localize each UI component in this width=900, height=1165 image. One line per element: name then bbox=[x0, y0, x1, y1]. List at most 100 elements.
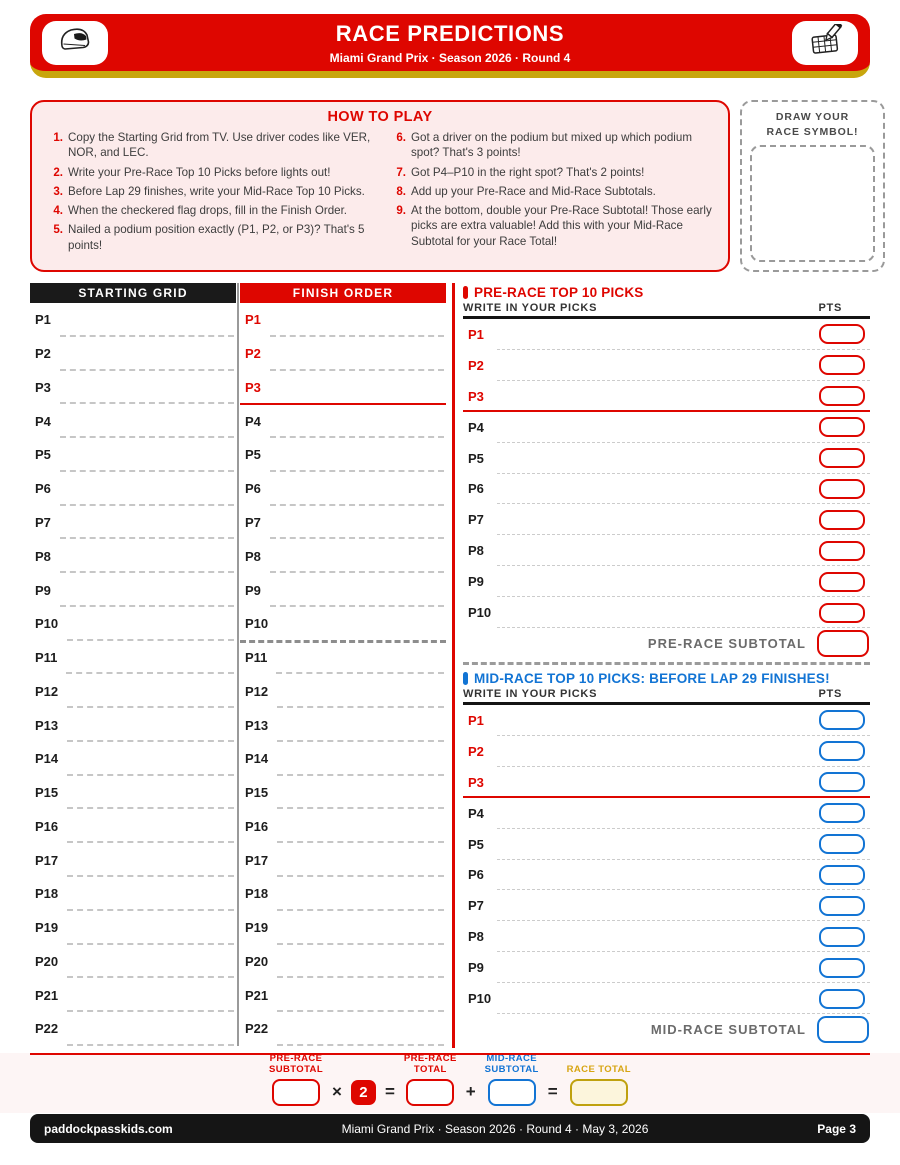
how-to-play-step: 2. Write your Pre-Race Top 10 Picks befo… bbox=[46, 165, 371, 180]
finish-order-row: P15 bbox=[240, 776, 446, 810]
pts-box[interactable] bbox=[819, 417, 865, 438]
formula-mid-subtotal-box[interactable] bbox=[487, 1079, 536, 1106]
write-in-line[interactable] bbox=[67, 1043, 234, 1046]
step-number: 4. bbox=[53, 204, 63, 218]
write-in-line[interactable] bbox=[277, 706, 444, 709]
write-in-line[interactable] bbox=[269, 469, 444, 472]
pts-box[interactable] bbox=[819, 509, 865, 530]
pre-race-row: P9 bbox=[463, 566, 870, 598]
starting-grid-row: P4 bbox=[30, 404, 236, 439]
starting-grid-row: P22 bbox=[30, 1012, 236, 1046]
position-label: P21 bbox=[245, 987, 269, 1003]
write-in-line[interactable] bbox=[269, 334, 444, 337]
write-in-line[interactable] bbox=[67, 841, 234, 844]
write-in-line[interactable] bbox=[59, 503, 234, 506]
position-label: P10 bbox=[245, 616, 269, 632]
pts-box[interactable] bbox=[819, 324, 865, 345]
pts-box[interactable] bbox=[819, 355, 865, 376]
write-in-line[interactable] bbox=[66, 672, 234, 675]
write-in-line[interactable] bbox=[67, 942, 234, 945]
write-in-line[interactable] bbox=[276, 672, 444, 675]
footer-event-info: Miami Grand Prix · Season 2026 · Round 4… bbox=[341, 1121, 649, 1136]
write-in-line[interactable] bbox=[59, 402, 234, 405]
race-total-box[interactable] bbox=[569, 1079, 628, 1106]
mid-race-subtotal-box[interactable] bbox=[817, 1016, 869, 1043]
write-in-line[interactable] bbox=[67, 739, 234, 742]
step-number: 3. bbox=[53, 184, 63, 198]
formula-pre-subtotal-box[interactable] bbox=[272, 1079, 320, 1106]
pts-box[interactable] bbox=[819, 864, 865, 885]
position-label: P5 bbox=[468, 450, 484, 466]
pre-race-subtotal-box[interactable] bbox=[817, 630, 869, 657]
write-in-line[interactable] bbox=[269, 604, 444, 607]
write-in-line[interactable] bbox=[67, 875, 234, 878]
finish-order-row: P18 bbox=[240, 877, 446, 911]
position-label: P7 bbox=[468, 898, 484, 914]
pts-box[interactable] bbox=[819, 540, 865, 561]
write-in-line[interactable] bbox=[67, 807, 234, 810]
write-in-line[interactable] bbox=[277, 773, 444, 776]
pts-box[interactable] bbox=[819, 478, 865, 499]
pre-race-section: PRE-RACE TOP 10 PICKS WRITE IN YOUR PICK… bbox=[463, 283, 870, 659]
write-in-line[interactable] bbox=[277, 976, 444, 979]
mid-race-section: MID-RACE TOP 10 PICKS: BEFORE LAP 29 FIN… bbox=[463, 669, 870, 1045]
pts-box[interactable] bbox=[819, 772, 865, 793]
write-in-line[interactable] bbox=[59, 571, 234, 574]
write-in-line[interactable] bbox=[67, 706, 234, 709]
finish-order-row: P22 bbox=[240, 1012, 446, 1046]
pts-box[interactable] bbox=[819, 448, 865, 469]
finish-order-row: P1 bbox=[240, 303, 446, 337]
position-label: P1 bbox=[245, 312, 261, 328]
step-text: Got P4–P10 in the right spot? That's 2 p… bbox=[411, 165, 645, 179]
write-in-line[interactable] bbox=[269, 503, 444, 506]
how-to-play-step: 1. Copy the Starting Grid from TV. Use d… bbox=[46, 130, 371, 161]
write-in-line[interactable] bbox=[59, 334, 234, 337]
step-text: Copy the Starting Grid from TV. Use driv… bbox=[68, 131, 371, 160]
write-in-line[interactable] bbox=[277, 739, 444, 742]
write-in-line[interactable] bbox=[67, 638, 234, 641]
write-in-line[interactable] bbox=[59, 469, 234, 472]
pts-box[interactable] bbox=[819, 926, 865, 947]
write-in-line[interactable] bbox=[269, 571, 444, 574]
formula-pre-subtotal-label: PRE-RACE SUBTOTAL bbox=[268, 1053, 324, 1076]
pts-box[interactable] bbox=[819, 710, 865, 731]
pts-box[interactable] bbox=[819, 803, 865, 824]
write-in-line[interactable] bbox=[59, 368, 234, 371]
how-to-play-step: 9. At the bottom, double your Pre-Race S… bbox=[389, 203, 714, 249]
write-in-line[interactable] bbox=[59, 436, 234, 439]
position-label: P6 bbox=[35, 481, 51, 497]
write-in-line[interactable] bbox=[67, 976, 234, 979]
write-in-line[interactable] bbox=[269, 368, 444, 371]
write-in-line[interactable] bbox=[269, 537, 444, 540]
pts-box[interactable] bbox=[819, 571, 865, 592]
write-in-line[interactable] bbox=[277, 908, 444, 911]
pts-box[interactable] bbox=[819, 988, 865, 1009]
write-in-line[interactable] bbox=[59, 537, 234, 540]
write-in-line[interactable] bbox=[67, 773, 234, 776]
draw-area[interactable] bbox=[750, 145, 875, 262]
pts-box[interactable] bbox=[819, 386, 865, 407]
position-label: P12 bbox=[35, 683, 59, 699]
write-in-line[interactable] bbox=[67, 1010, 234, 1013]
write-in-line[interactable] bbox=[277, 875, 444, 878]
write-in-line[interactable] bbox=[277, 841, 444, 844]
starting-grid-row: P8 bbox=[30, 539, 236, 574]
write-in-line[interactable] bbox=[59, 604, 234, 607]
pts-box[interactable] bbox=[819, 602, 865, 623]
position-label: P20 bbox=[245, 953, 269, 969]
pts-box[interactable] bbox=[819, 895, 865, 916]
write-in-line[interactable] bbox=[277, 1043, 444, 1046]
how-to-play-box: HOW TO PLAY 1. Copy the Starting Grid fr… bbox=[30, 100, 730, 272]
write-in-line[interactable] bbox=[277, 1010, 444, 1013]
formula-pre-total-box[interactable] bbox=[406, 1079, 455, 1106]
write-in-line[interactable] bbox=[67, 908, 234, 911]
write-in-line[interactable] bbox=[277, 807, 444, 810]
position-label: P3 bbox=[35, 379, 51, 395]
pts-box[interactable] bbox=[819, 957, 865, 978]
write-in-line[interactable] bbox=[277, 942, 444, 945]
pts-box[interactable] bbox=[819, 834, 865, 855]
starting-grid-row: P17 bbox=[30, 843, 236, 878]
pts-box[interactable] bbox=[819, 741, 865, 762]
position-label: P1 bbox=[35, 312, 51, 328]
write-in-line[interactable] bbox=[269, 436, 444, 439]
